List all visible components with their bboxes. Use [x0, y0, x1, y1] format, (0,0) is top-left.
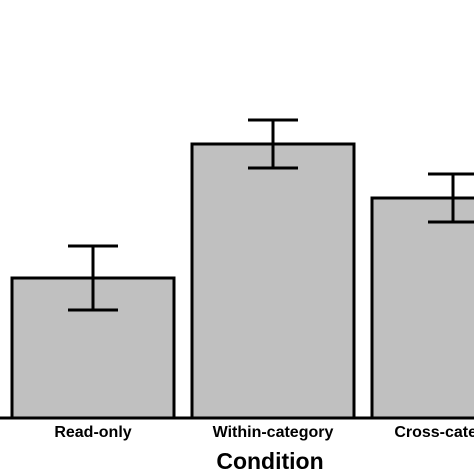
bar — [370, 196, 474, 420]
x-tick-label: Within-category — [213, 424, 334, 441]
x-tick-label: Read-only — [54, 424, 131, 441]
x-axis-title: Condition — [216, 448, 323, 474]
x-tick-label: Cross-category — [394, 424, 474, 441]
bar — [190, 142, 356, 420]
